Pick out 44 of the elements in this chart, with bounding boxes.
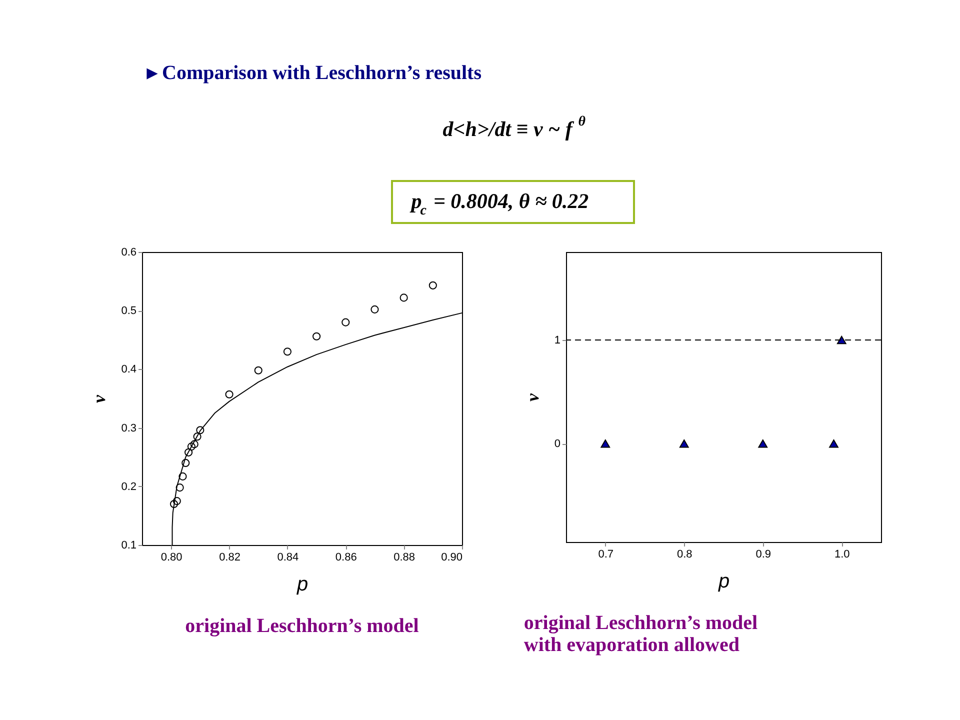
point (182, 458, 190, 467)
text: original Leschhorn’s model (185, 615, 420, 637)
y-tick-label: 0.6 (121, 246, 136, 258)
point (225, 390, 234, 398)
point (196, 426, 204, 434)
y-axis-title: v (89, 394, 110, 403)
point (176, 484, 184, 492)
point (172, 497, 181, 506)
x-tick-label: 0.80 (160, 552, 182, 564)
point (283, 348, 292, 356)
point (190, 440, 198, 448)
y-tick-label: 0.5 (121, 305, 136, 318)
x-tick-label: 0.8 (676, 548, 692, 560)
y-tick-label: 0.2 (121, 480, 136, 493)
x-axis-title: p (717, 570, 730, 592)
x-tick-label: 0.7 (598, 548, 614, 560)
x-tick-label: 0.82 (219, 552, 240, 564)
x-axis-title: p (296, 574, 308, 596)
y-tick-label: 0.4 (121, 364, 136, 376)
chart-title: ▸ Comparison with Leschhorn’s results (146, 62, 482, 84)
y-tick-label: 0.1 (121, 540, 136, 552)
point (193, 432, 202, 441)
point (254, 366, 262, 374)
y-tick-label: 0.3 (121, 422, 136, 434)
x-tick-label: 0.86 (335, 552, 357, 564)
point (170, 500, 178, 508)
point (178, 472, 187, 480)
x-tick-label: 1.0 (834, 548, 850, 560)
point (187, 442, 196, 451)
point (400, 294, 408, 302)
text: original Leschhorn’s model (524, 612, 758, 634)
x-tick-label: 0.90 (441, 552, 462, 564)
point (184, 448, 193, 456)
x-tick-label: 0.84 (277, 552, 299, 564)
y-axis-title: v (522, 392, 542, 402)
point (370, 305, 379, 314)
x-tick-label: 0.9 (756, 548, 772, 560)
point (312, 332, 321, 340)
y-tick-label: 0 (554, 438, 560, 450)
point (428, 281, 437, 290)
text: with evaporation allowed (524, 634, 740, 656)
x-tick-label: 0.88 (394, 552, 416, 564)
point (342, 318, 350, 326)
y-tick-label: 1 (554, 334, 560, 347)
